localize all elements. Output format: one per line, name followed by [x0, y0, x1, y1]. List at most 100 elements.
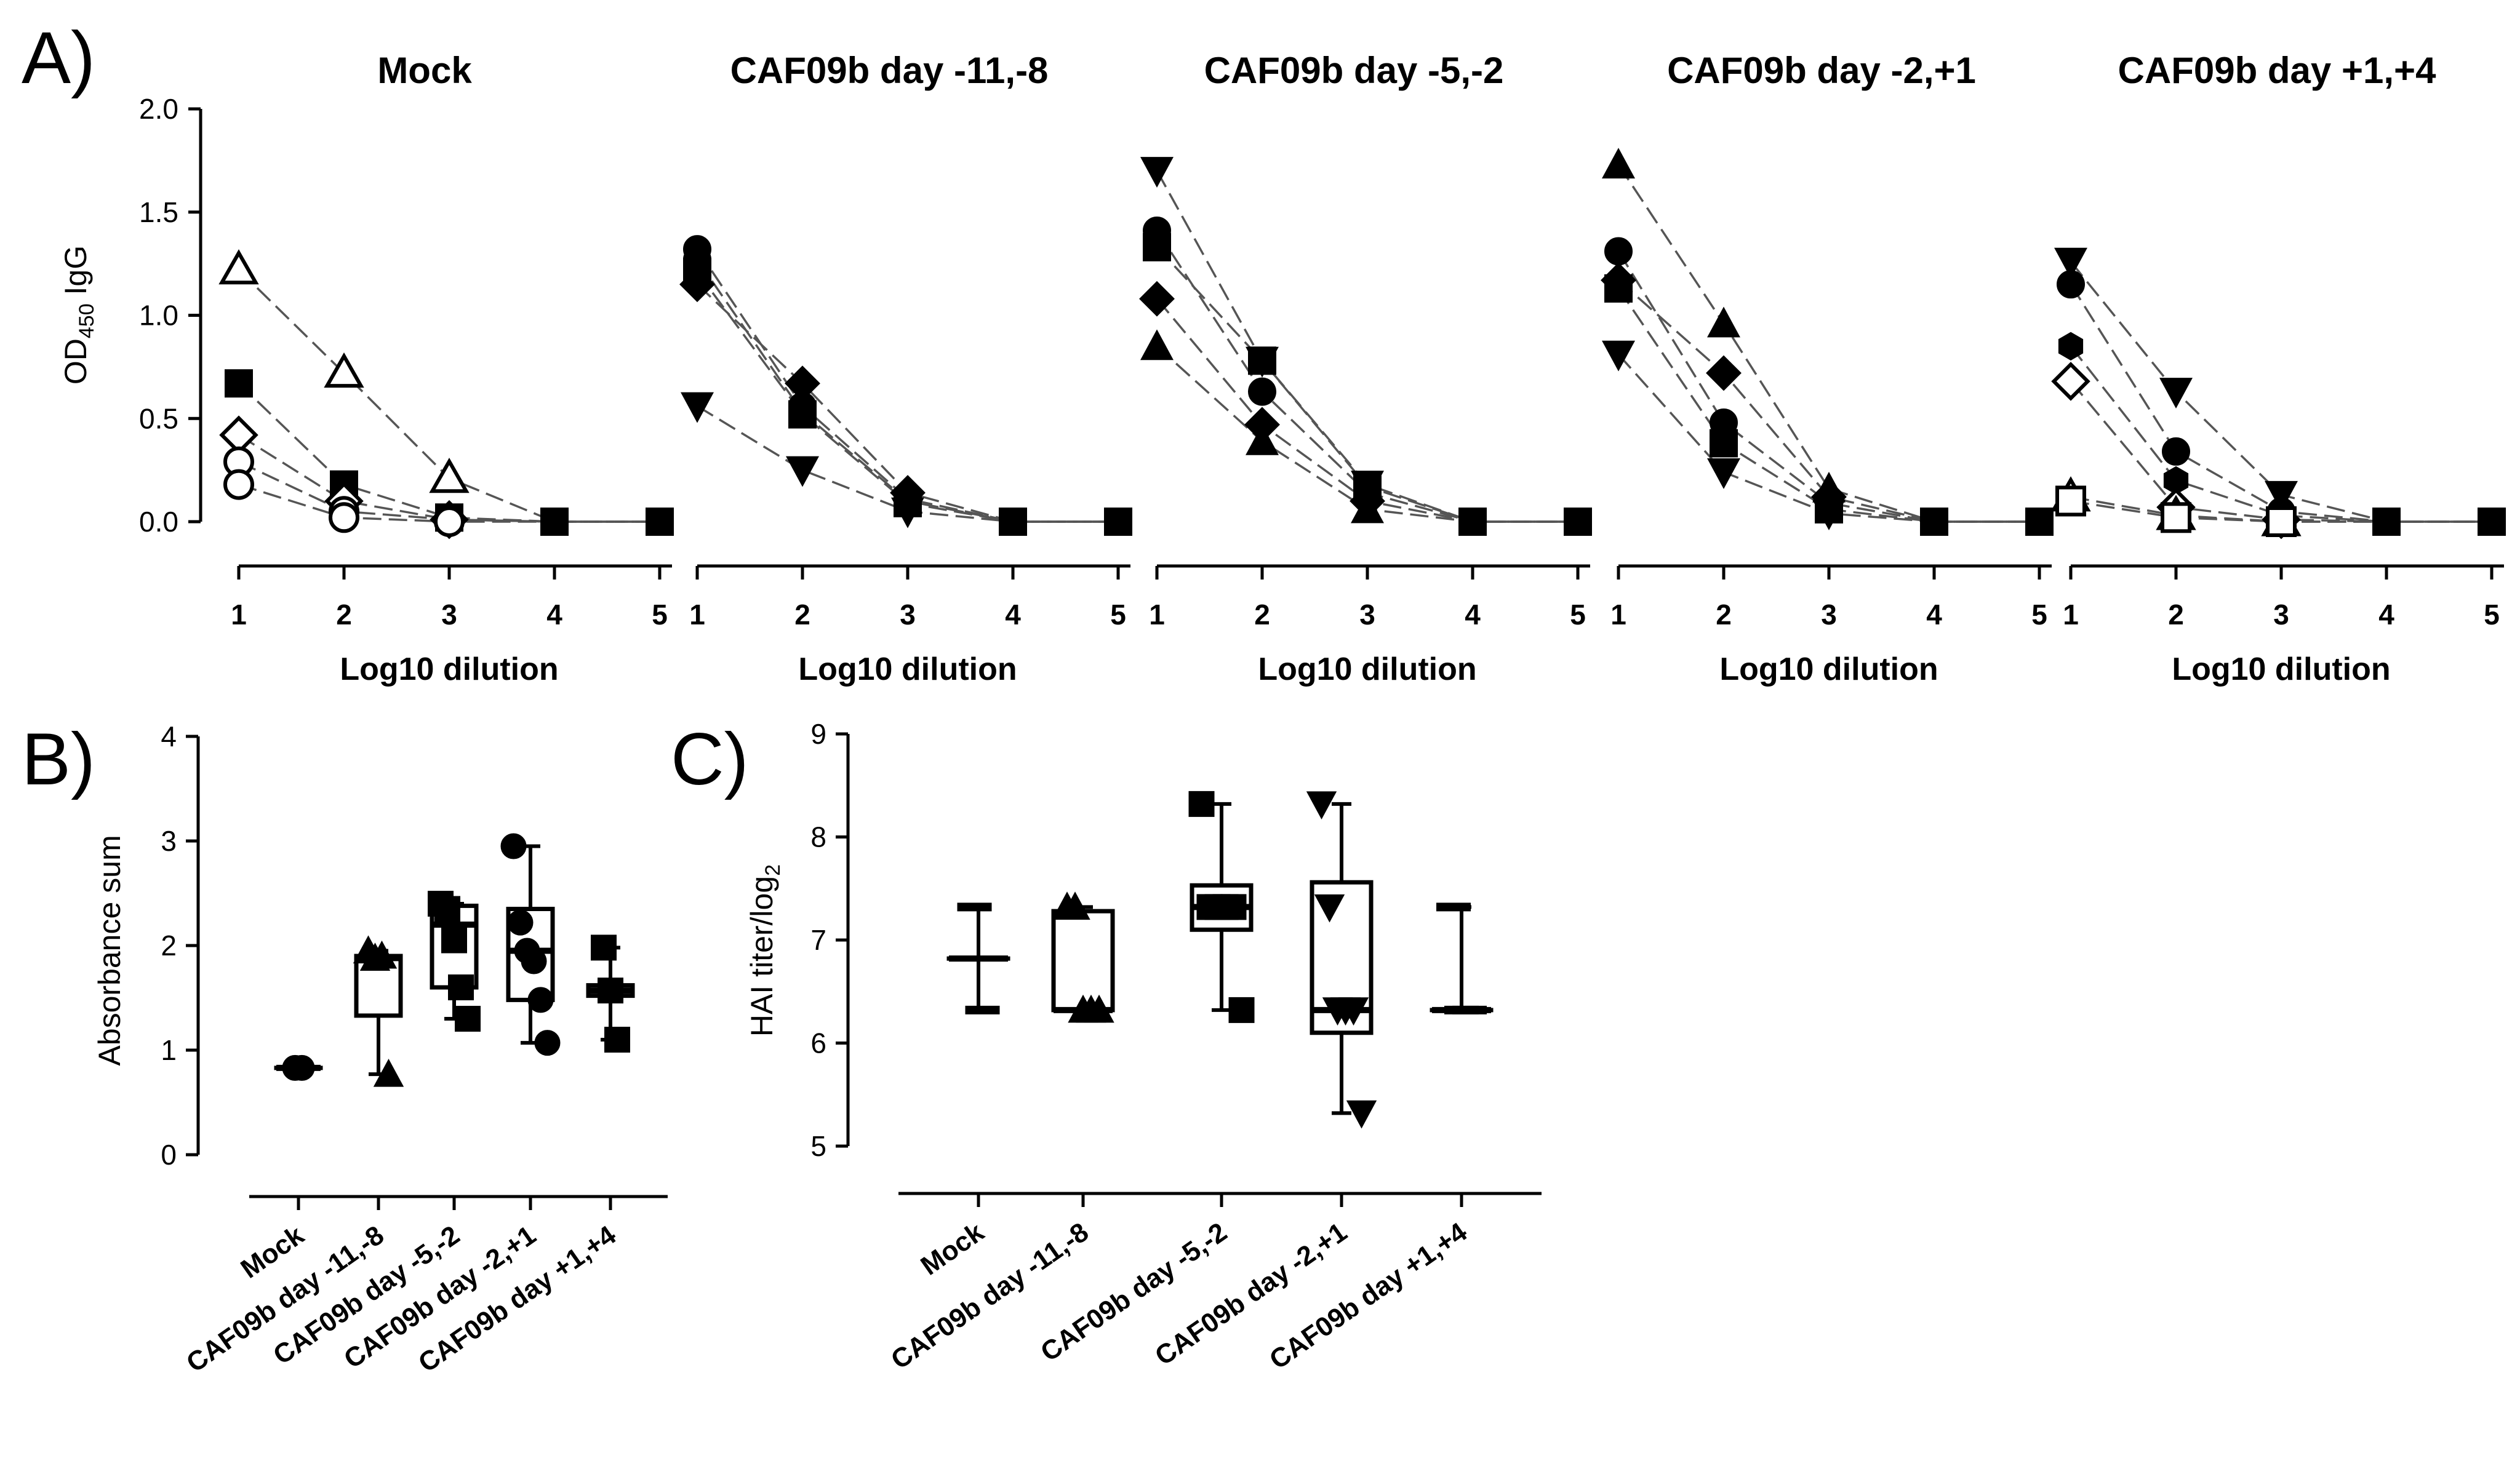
panel-c-data-point	[1060, 891, 1090, 920]
panel-a-x-tick-label: 3	[2273, 599, 2289, 631]
panel-c-y-label-main: HAI titer/log	[745, 876, 779, 1037]
panel-a-data-point	[225, 369, 253, 398]
panel-a-x-axis-label: Log10 dilution	[2172, 651, 2390, 687]
panel-c-data-point	[1188, 791, 1215, 817]
panel-b-data-point	[373, 1058, 404, 1087]
panel-a-y-label-main: OD	[58, 338, 93, 384]
panel-a-x-tick-label: 4	[1005, 599, 1021, 631]
panel-a-y-tick-label: 0.0	[139, 506, 178, 538]
panel-a-data-point	[2161, 502, 2191, 533]
panel-a-y-tick-label: 1.0	[139, 300, 178, 332]
panel-a-data-point	[1812, 500, 1846, 531]
panel-a-data-point	[329, 502, 359, 533]
panel-a-data-point	[1602, 340, 1635, 372]
panel-a-subplot-title: Mock	[377, 50, 472, 91]
panel-a-x-tick-label: 5	[652, 599, 668, 631]
panel-a-data-point	[1458, 508, 1487, 536]
panel-c-y-label-sub: 2	[761, 864, 785, 876]
panel-b-data-point	[289, 1054, 315, 1081]
panel-b-data-point	[455, 1006, 481, 1032]
panel-a-x-tick-label: 1	[2063, 599, 2079, 631]
panel-a-data-point	[785, 365, 820, 402]
panel-b-data-point	[534, 1030, 561, 1056]
panel-a-subplot-4: CAF09b day -2,+1 1 2 3 4 5 Log10 dilution	[1601, 50, 2054, 687]
panel-a-subplot-2: CAF09b day -11,-8 1 2 3 4 5 Log10 dilution	[679, 50, 1132, 687]
panel-a-data-point	[1351, 492, 1384, 524]
panel-a-y-tick-label: 0.5	[139, 402, 178, 434]
panel-label-b: B)	[22, 718, 95, 800]
panel-b-data-point	[591, 934, 617, 961]
panel-a-data-point	[1920, 508, 1948, 536]
panel-a-x-axis-label: Log10 dilution	[1258, 651, 1476, 687]
panel-a-x-tick-label: 3	[900, 599, 916, 631]
panel-b-data-point	[527, 987, 554, 1013]
panel-a-data-point	[1707, 306, 1740, 338]
panel-a-data-point	[223, 469, 254, 500]
panel-c-data-point	[1346, 1100, 1377, 1129]
panel-a-data-point	[434, 506, 465, 537]
panel-b-data-point	[507, 909, 534, 936]
panel-a-data-point	[1140, 157, 1174, 188]
panel-c-data-point	[1084, 994, 1114, 1023]
panel-a-data-point	[1248, 346, 1276, 375]
panel-b-data-point	[434, 896, 460, 922]
panel-a-x-tick-label: 1	[1610, 599, 1626, 631]
panel-a-x-tick-label: 4	[1926, 599, 1942, 631]
panel-a-data-point	[1564, 508, 1592, 536]
panel-a-data-point	[646, 508, 674, 536]
panel-a-data-point	[681, 392, 714, 423]
panel-b-data-point	[441, 927, 467, 954]
panel-a-data-point	[2372, 508, 2401, 536]
panel-a-subplot-title: CAF09b day -11,-8	[730, 50, 1049, 91]
panel-a-x-tick-label: 2	[1716, 599, 1732, 631]
panel-a-data-point	[540, 508, 569, 536]
panel-a-data-point	[1140, 329, 1174, 361]
panel-a-y-axis-label: OD450 IgG	[58, 245, 98, 384]
panel-a-x-tick-label: 4	[2378, 599, 2394, 631]
panel-a-y-label-tail: IgG	[58, 245, 93, 303]
panel-a-data-point	[999, 508, 1027, 536]
panel-a-x-axis-label: Log10 dilution	[798, 651, 1017, 687]
panel-b-y-tick-label: 0	[161, 1139, 177, 1171]
panel-a-data-point	[1139, 281, 1175, 317]
panel-b-data-point	[521, 948, 547, 974]
panel-a-y-tick-label: 2.0	[139, 93, 178, 125]
panel-b-y-tick-label: 1	[161, 1034, 177, 1066]
panel-a-data-point	[2055, 485, 2086, 517]
panel-a-data-point	[891, 497, 924, 528]
panel-a-x-axis-label: Log10 dilution	[340, 651, 558, 687]
panel-a-subplot-5: CAF09b day +1,+4 1 2 3 4 5 Log10 dilution	[2050, 50, 2506, 687]
panel-c-y-axis-label: HAI titer/log2	[745, 864, 785, 1037]
panel-a-data-point	[2058, 332, 2084, 361]
panel-b-data-point	[604, 1027, 630, 1053]
panel-a-x-tick-label: 5	[2484, 599, 2500, 631]
panel-a-x-tick-label: 5	[1110, 599, 1126, 631]
panel-a-subplot-title: CAF09b day +1,+4	[2118, 50, 2437, 91]
panel-a-x-tick-label: 4	[1465, 599, 1481, 631]
panel-a-data-point	[2162, 437, 2190, 466]
panel-a-x-tick-label: 5	[2031, 599, 2047, 631]
panel-b-y-tick-label: 3	[161, 825, 177, 857]
panel-a-data-point	[1104, 508, 1132, 536]
panel-a-data-point	[1143, 233, 1171, 261]
panel-a-data-point	[2025, 508, 2054, 536]
panel-c-y-tick-label: 6	[810, 1027, 826, 1059]
panel-a-data-point	[1246, 424, 1279, 455]
panel-a-data-point	[788, 400, 817, 429]
panel-a-data-point	[2265, 480, 2298, 512]
panel-a-data-point	[2159, 378, 2193, 409]
panel-a-data-point	[1601, 262, 1636, 298]
panel-a-data-point	[679, 266, 715, 303]
panel-a-x-tick-label: 2	[794, 599, 810, 631]
panel-a-data-point	[1707, 458, 1740, 489]
panel-a-data-point	[1602, 148, 1635, 179]
panel-b-data-point	[448, 974, 474, 1000]
panel-a-y-tick-label: 1.5	[139, 196, 178, 228]
panel-a-data-point	[786, 456, 819, 487]
panel-c-data-point	[1306, 791, 1337, 820]
panel-b-y-tick-label: 4	[161, 720, 177, 752]
panel-a-x-tick-label: 3	[1821, 599, 1837, 631]
panel-a-series-line	[1617, 279, 2039, 523]
